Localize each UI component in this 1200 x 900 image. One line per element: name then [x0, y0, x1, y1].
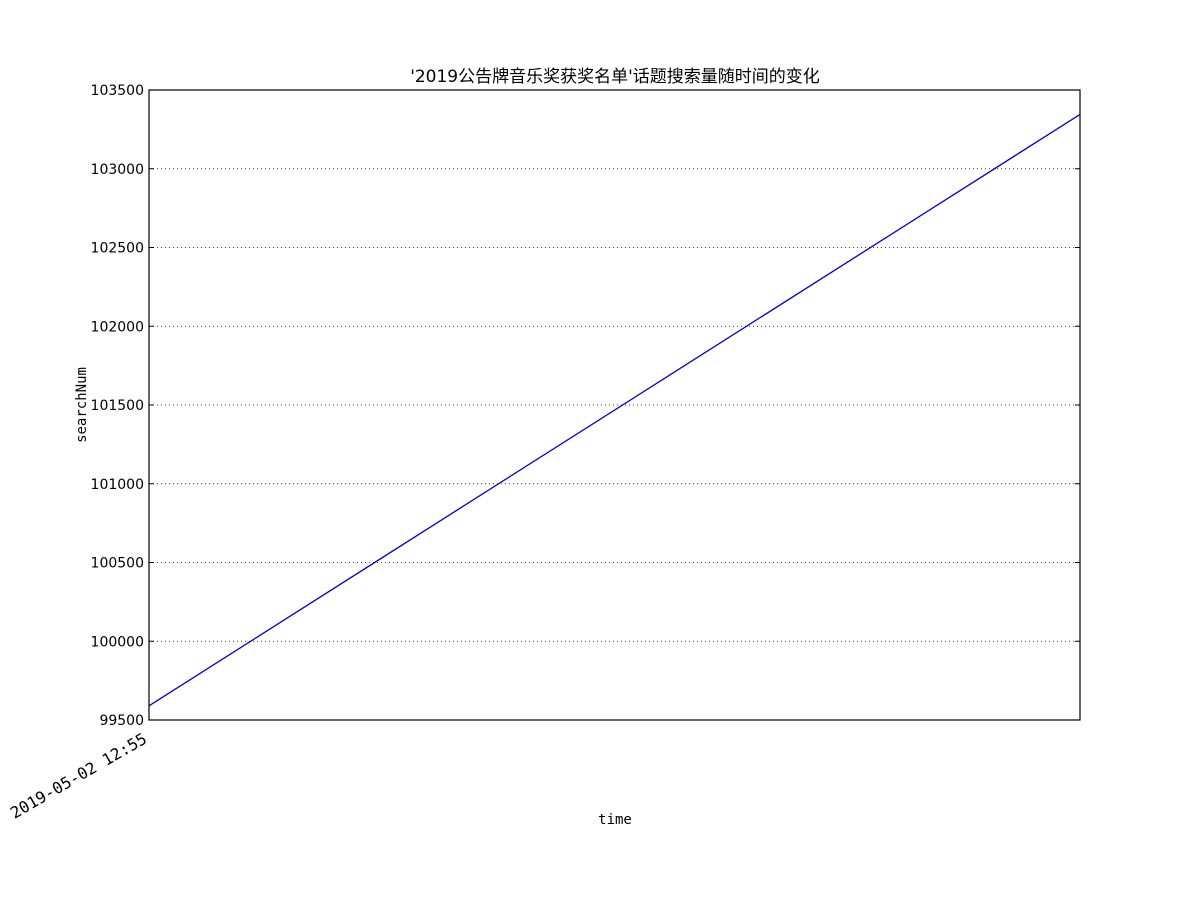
y-axis: 99500 100000 100500 101000 101500 102000 10250…	[91, 83, 1080, 729]
y-tick-label: 101500	[91, 398, 144, 414]
y-tick-label: 102000	[91, 319, 144, 335]
series-line	[148, 113, 1081, 707]
x-axis: 2019-05-02 12:55	[7, 729, 150, 823]
grid	[149, 168, 1080, 642]
x-tick-label: 2019-05-02 12:55	[7, 729, 150, 823]
y-tick-label: 102500	[91, 241, 144, 257]
x-axis-label: time	[598, 812, 632, 828]
y-tick-label: 101000	[91, 477, 144, 493]
plot-frame	[148, 89, 1081, 721]
y-tick-label: 100000	[91, 634, 144, 650]
y-axis-label: searchNum	[74, 367, 90, 443]
series-layer	[148, 113, 1081, 707]
y-tick-label: 99500	[99, 713, 144, 729]
y-tick-label: 103500	[91, 83, 144, 99]
y-tick-label: 103000	[91, 162, 144, 178]
y-tick-label: 100500	[91, 556, 144, 572]
chart-title: '2019公告牌音乐奖获奖名单'话题搜索量随时间的变化	[410, 67, 820, 87]
